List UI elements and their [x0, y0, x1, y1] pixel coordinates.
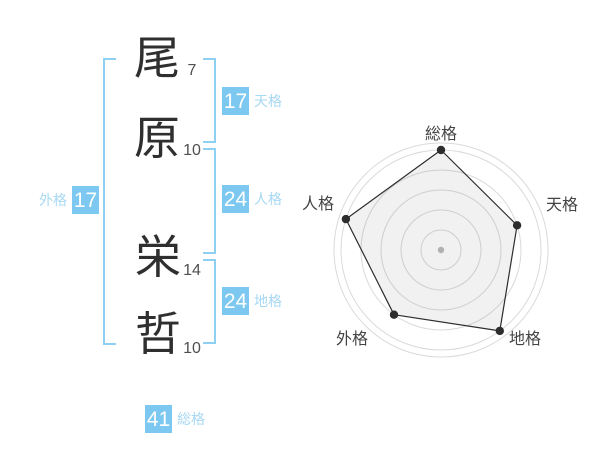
soukaku-row: 41 総格: [145, 405, 205, 433]
bracket-jinkaku: [203, 148, 216, 254]
name-char-3: 栄: [135, 231, 181, 283]
radar-axis-label-gaikaku: 外格: [335, 331, 369, 348]
jinkaku-value-box: 24: [222, 185, 249, 213]
stroke-count-1: 7: [187, 62, 197, 79]
stroke-count-3: 14: [183, 262, 201, 279]
chikaku-value-box: 24: [222, 287, 249, 315]
name-char-4: 哲: [135, 308, 181, 360]
radar-axis-label-chikaku: 地格: [508, 331, 542, 348]
gaikaku-value-box: 17: [72, 186, 99, 214]
tenkaku-value-box: 17: [222, 87, 249, 115]
bracket-chikaku: [203, 259, 216, 344]
gaikaku-label: 外格: [39, 192, 67, 208]
bracket-gaikaku: [103, 58, 116, 345]
name-char-2: 原: [134, 112, 180, 164]
stroke-count-4: 10: [183, 340, 201, 357]
tenkaku-row: 17 天格: [222, 87, 282, 115]
stroke-count-2: 10: [183, 142, 201, 159]
soukaku-label: 総格: [177, 411, 205, 427]
radar-axis-label-tenkaku: 天格: [545, 197, 579, 214]
radar-axis-label-soukaku: 総格: [424, 126, 458, 143]
jinkaku-label: 人格: [254, 191, 282, 207]
radar-axis-label-jinkaku: 人格: [301, 196, 335, 213]
tenkaku-label: 天格: [254, 93, 282, 109]
jinkaku-row: 24 人格: [222, 185, 282, 213]
bracket-tenkaku: [203, 58, 216, 143]
gaikaku-row: 外格 17: [39, 186, 99, 214]
chikaku-label: 地格: [254, 293, 282, 309]
name-char-1: 尾: [134, 32, 180, 84]
chikaku-row: 24 地格: [222, 287, 282, 315]
soukaku-value-box: 41: [145, 405, 172, 433]
